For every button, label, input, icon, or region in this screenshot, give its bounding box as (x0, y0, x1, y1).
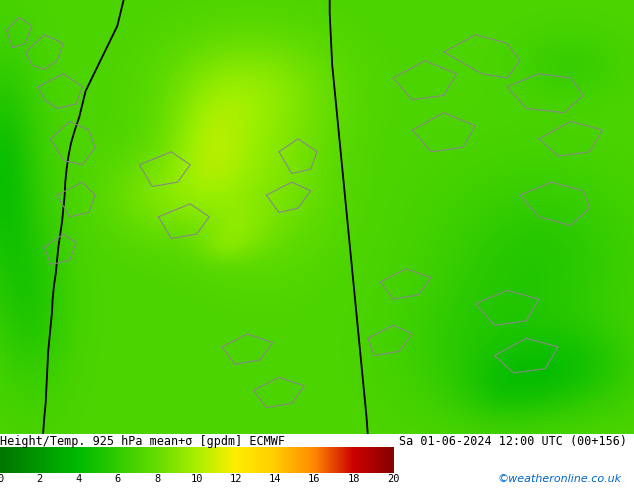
Text: 20: 20 (387, 474, 399, 484)
Text: ©weatheronline.co.uk: ©weatheronline.co.uk (497, 474, 621, 484)
Text: Height/Temp. 925 hPa mean+σ [gpdm] ECMWF: Height/Temp. 925 hPa mean+σ [gpdm] ECMWF (0, 435, 285, 448)
Text: 16: 16 (308, 474, 321, 484)
Text: 2: 2 (36, 474, 42, 484)
Text: Sa 01-06-2024 12:00 UTC (00+156): Sa 01-06-2024 12:00 UTC (00+156) (399, 435, 628, 448)
Text: 4: 4 (75, 474, 82, 484)
Text: 8: 8 (154, 474, 160, 484)
Text: 14: 14 (269, 474, 281, 484)
Text: 12: 12 (230, 474, 242, 484)
Text: 10: 10 (190, 474, 203, 484)
Text: 6: 6 (115, 474, 121, 484)
Text: 18: 18 (347, 474, 360, 484)
Text: 0: 0 (0, 474, 3, 484)
